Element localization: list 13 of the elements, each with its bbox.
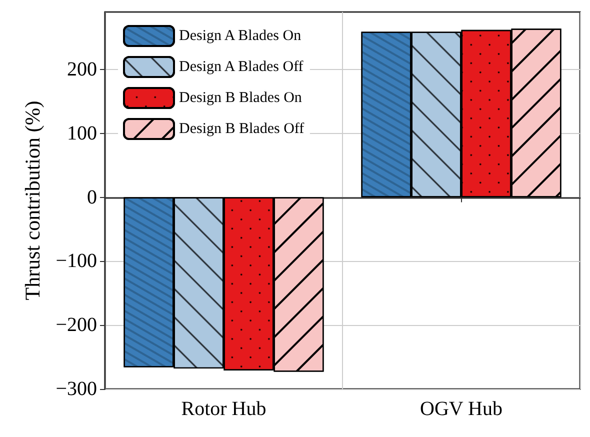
x-tick-label: OGV Hub [420,398,502,420]
y-tick-label: −300 [56,378,97,400]
x-tick-label: Rotor Hub [181,398,266,420]
y-tick-label: 0 [87,186,97,208]
y-axis-title: Thrust contribution (%) [20,100,44,300]
y-tick-label: 100 [67,122,97,144]
legend-label: Design A Blades Off [179,59,304,75]
legend-label: Design B Blades On [179,90,302,106]
y-tick-label: −200 [56,314,97,336]
legend-label: Design B Blades Off [179,121,304,137]
y-tick-label: −100 [56,250,97,272]
legend-label: Design A Blades On [179,28,302,44]
y-tick-label: 200 [67,58,97,81]
